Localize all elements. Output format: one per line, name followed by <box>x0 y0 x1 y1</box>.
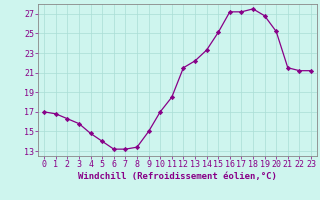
X-axis label: Windchill (Refroidissement éolien,°C): Windchill (Refroidissement éolien,°C) <box>78 172 277 181</box>
